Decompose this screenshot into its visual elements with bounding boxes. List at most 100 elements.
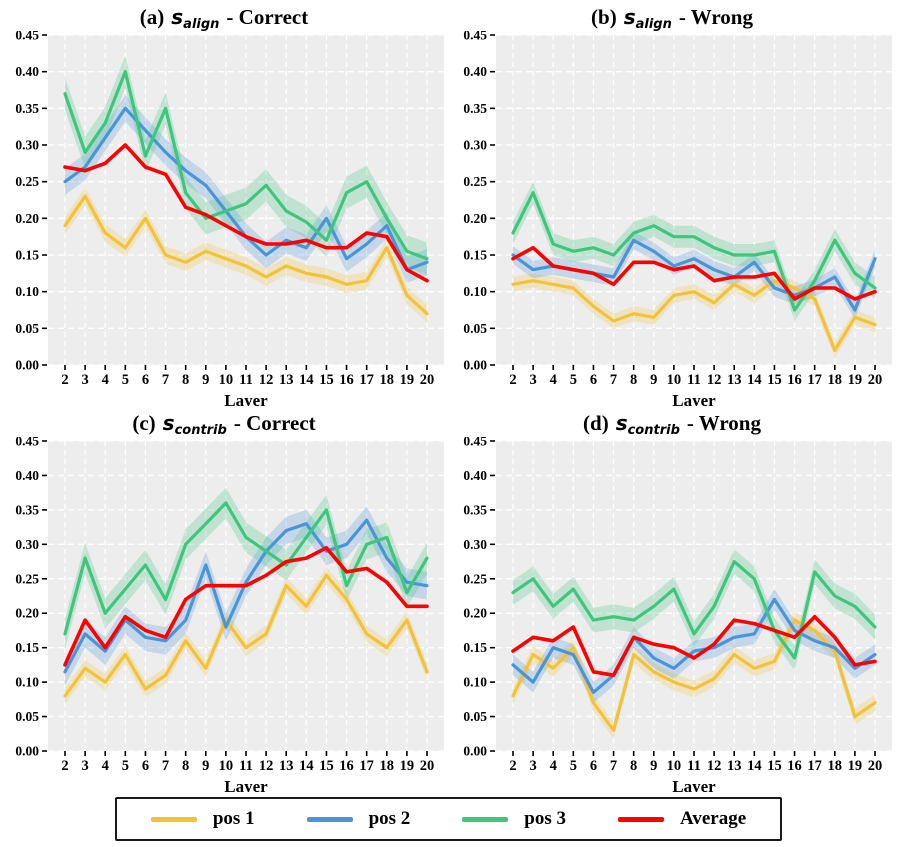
svg-text:0.35: 0.35 bbox=[15, 101, 39, 116]
svg-text:12: 12 bbox=[259, 372, 274, 388]
svg-text:0.00: 0.00 bbox=[463, 744, 487, 759]
svg-text:16: 16 bbox=[339, 372, 354, 388]
legend-box: pos 1 pos 2 pos 3 Average bbox=[114, 797, 783, 841]
svg-text:0.45: 0.45 bbox=[15, 437, 39, 449]
legend-item-pos3: pos 3 bbox=[462, 808, 566, 830]
svg-text:15: 15 bbox=[319, 372, 334, 388]
svg-text:0.45: 0.45 bbox=[463, 437, 487, 449]
svg-text:0.15: 0.15 bbox=[15, 640, 39, 655]
legend-item-pos2: pos 2 bbox=[306, 808, 411, 830]
svg-text:0.15: 0.15 bbox=[463, 640, 487, 655]
svg-text:0.15: 0.15 bbox=[463, 248, 487, 263]
svg-text:13: 13 bbox=[727, 758, 742, 774]
svg-text:20: 20 bbox=[868, 372, 883, 388]
svg-text:11: 11 bbox=[239, 758, 253, 774]
svg-text:0.25: 0.25 bbox=[15, 571, 39, 586]
panel-d-chart: 0.00 0.05 0.10 0.15 0.20 0.25 0.30 0.35 0.40 0.45… bbox=[463, 437, 892, 792]
svg-text:0.40: 0.40 bbox=[15, 468, 39, 483]
legend-item-average: Average bbox=[618, 808, 746, 830]
svg-text:13: 13 bbox=[727, 372, 742, 388]
svg-text:5: 5 bbox=[122, 372, 129, 388]
legend-row: pos 1 pos 2 pos 3 Average bbox=[0, 797, 897, 841]
panel-c-title: (c) scontrib - Correct bbox=[132, 409, 315, 438]
svg-text:Layer: Layer bbox=[672, 777, 716, 792]
svg-text:0.10: 0.10 bbox=[463, 284, 487, 299]
svg-text:4: 4 bbox=[550, 372, 557, 388]
svg-text:0.40: 0.40 bbox=[463, 468, 487, 483]
svg-text:0.00: 0.00 bbox=[15, 358, 39, 373]
svg-text:0.30: 0.30 bbox=[463, 537, 487, 552]
svg-text:6: 6 bbox=[590, 372, 597, 388]
svg-text:17: 17 bbox=[359, 372, 374, 388]
panel-a: (a) salign - Correct 0.00 0.05 0.10 0.15 0.20 0… bbox=[0, 0, 448, 406]
svg-text:0.25: 0.25 bbox=[463, 571, 487, 586]
svg-text:0.30: 0.30 bbox=[15, 537, 39, 552]
panel-c-title-subscript: contrib bbox=[174, 423, 227, 438]
svg-text:Layer: Layer bbox=[224, 391, 268, 406]
svg-text:13: 13 bbox=[279, 758, 294, 774]
svg-text:0.20: 0.20 bbox=[463, 606, 487, 621]
svg-text:0.20: 0.20 bbox=[463, 211, 487, 226]
svg-text:Layer: Layer bbox=[672, 391, 716, 406]
svg-text:0.45: 0.45 bbox=[463, 31, 487, 43]
panel-b-title-suffix: - Wrong bbox=[678, 5, 753, 29]
svg-text:0.05: 0.05 bbox=[463, 709, 487, 724]
svg-text:0.45: 0.45 bbox=[15, 31, 39, 43]
legend-item-pos1: pos 1 bbox=[150, 808, 255, 830]
panel-b-title-prefix: (b) bbox=[591, 5, 617, 29]
svg-text:4: 4 bbox=[102, 758, 109, 774]
panel-a-title: (a) salign - Correct bbox=[139, 3, 308, 32]
svg-text:10: 10 bbox=[219, 758, 234, 774]
legend-label-pos3: pos 3 bbox=[524, 808, 567, 829]
svg-text:9: 9 bbox=[650, 372, 657, 388]
svg-text:17: 17 bbox=[359, 758, 374, 774]
average-line-swatch bbox=[618, 816, 665, 822]
panel-a-title-symbol: s bbox=[171, 5, 184, 29]
panel-c-chart: 0.00 0.05 0.10 0.15 0.20 0.25 0.30 0.35 0.40 0.45… bbox=[15, 437, 444, 792]
svg-text:0.40: 0.40 bbox=[463, 64, 487, 79]
panel-a-title-subscript: align bbox=[183, 17, 220, 32]
svg-text:0.20: 0.20 bbox=[15, 606, 39, 621]
svg-text:6: 6 bbox=[590, 758, 597, 774]
svg-text:7: 7 bbox=[610, 758, 617, 774]
legend-label-pos2: pos 2 bbox=[368, 808, 411, 829]
panel-a-title-prefix: (a) bbox=[139, 5, 165, 29]
chart-row-bottom: (c) scontrib - Correct 0.00 0.05 0.10 0.15 0.2… bbox=[0, 406, 897, 792]
svg-text:7: 7 bbox=[162, 372, 169, 388]
panel-c: (c) scontrib - Correct 0.00 0.05 0.10 0.15 0.2… bbox=[0, 406, 448, 792]
svg-text:13: 13 bbox=[279, 372, 294, 388]
svg-text:20: 20 bbox=[420, 758, 435, 774]
svg-text:14: 14 bbox=[299, 372, 314, 388]
svg-text:5: 5 bbox=[570, 372, 577, 388]
panel-d-title: (d) scontrib - Wrong bbox=[583, 409, 761, 438]
pos2-line-swatch bbox=[306, 816, 353, 822]
svg-text:17: 17 bbox=[807, 758, 822, 774]
svg-text:7: 7 bbox=[162, 758, 169, 774]
panel-d-title-subscript: contrib bbox=[627, 423, 680, 438]
svg-text:5: 5 bbox=[570, 758, 577, 774]
svg-text:0.00: 0.00 bbox=[15, 744, 39, 759]
svg-text:10: 10 bbox=[667, 372, 682, 388]
svg-text:3: 3 bbox=[529, 372, 536, 388]
svg-text:11: 11 bbox=[239, 372, 253, 388]
pos3-line-swatch bbox=[462, 816, 509, 822]
svg-text:0.35: 0.35 bbox=[15, 502, 39, 517]
svg-text:4: 4 bbox=[102, 372, 109, 388]
panel-a-chart: 0.00 0.05 0.10 0.15 0.20 0.25 0.30 0.35 0.40 0.45… bbox=[15, 31, 444, 406]
panel-d-title-suffix: - Wrong bbox=[686, 411, 761, 435]
svg-text:12: 12 bbox=[707, 758, 722, 774]
svg-text:19: 19 bbox=[400, 372, 415, 388]
svg-text:0.05: 0.05 bbox=[463, 321, 487, 336]
svg-text:19: 19 bbox=[848, 372, 863, 388]
panel-c-title-prefix: (c) bbox=[132, 411, 156, 435]
svg-text:12: 12 bbox=[707, 372, 722, 388]
svg-text:17: 17 bbox=[807, 372, 822, 388]
svg-text:8: 8 bbox=[630, 372, 637, 388]
svg-text:0.20: 0.20 bbox=[15, 211, 39, 226]
panel-b-title-subscript: align bbox=[635, 17, 672, 32]
legend-label-pos1: pos 1 bbox=[212, 808, 255, 829]
svg-text:3: 3 bbox=[81, 758, 88, 774]
panel-b: (b) salign - Wrong 0.00 0.05 0.10 0.15 0.20 0.2… bbox=[448, 0, 896, 406]
svg-text:20: 20 bbox=[868, 758, 883, 774]
svg-text:0.15: 0.15 bbox=[15, 248, 39, 263]
